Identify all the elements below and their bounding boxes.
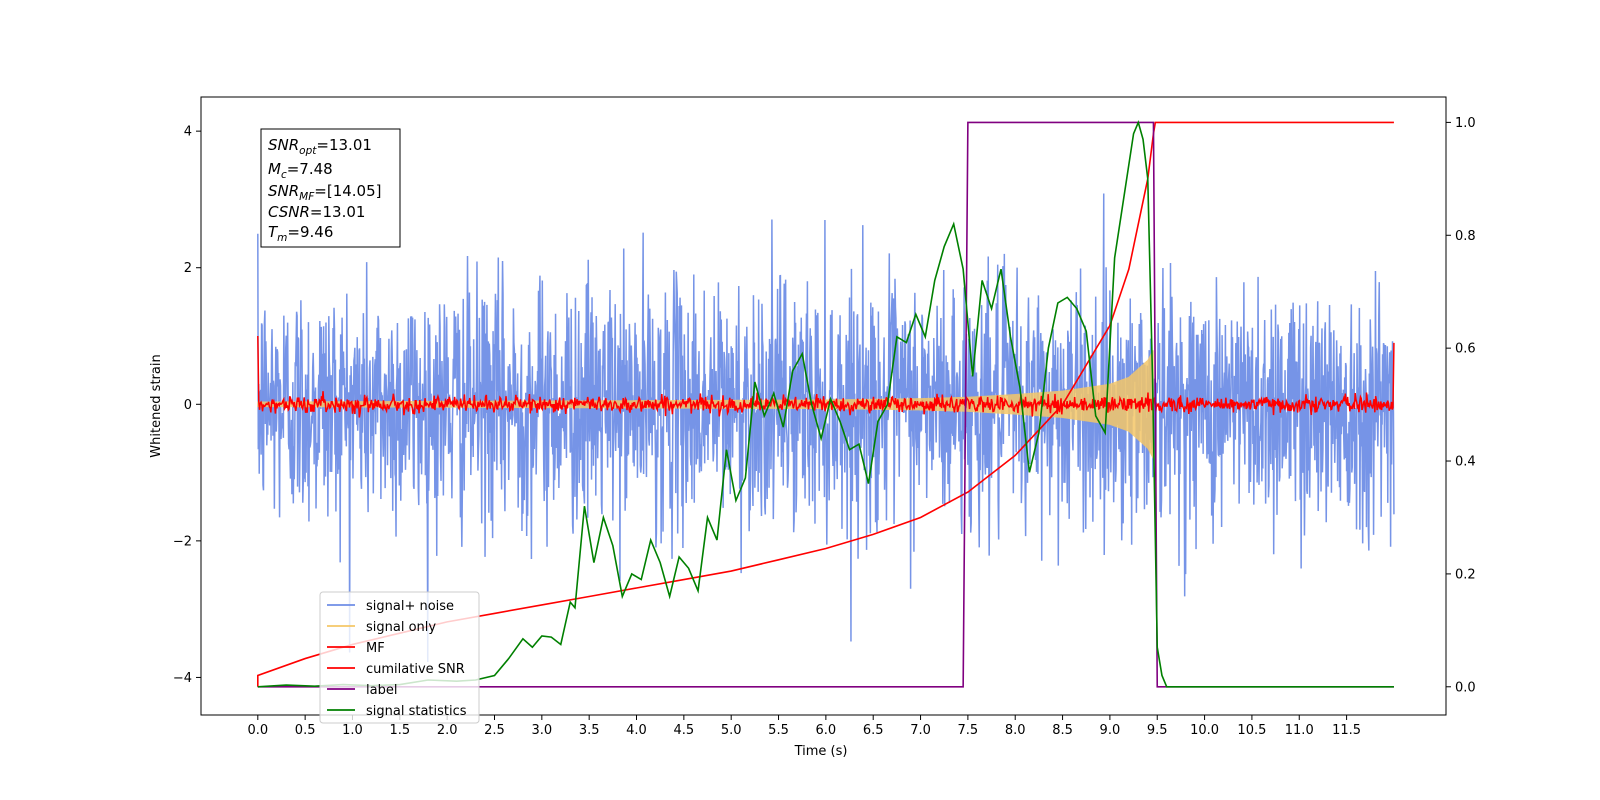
x-tick-label: 11.0 xyxy=(1285,723,1314,738)
legend-entry-label: label xyxy=(327,683,397,698)
annotation-mc: Mc=7.48 xyxy=(268,160,333,181)
x-tick-label: 4.0 xyxy=(626,723,647,738)
x-tick-label: 7.0 xyxy=(910,723,931,738)
x-tick-label: 11.5 xyxy=(1332,723,1361,738)
plot-frame xyxy=(200,96,1447,716)
x-tick-label: 3.0 xyxy=(531,723,552,738)
x-tick-label: 9.0 xyxy=(1100,723,1121,738)
legend: signal+ noise signal only MF cumilative … xyxy=(319,591,480,724)
x-tick-label: 0.5 xyxy=(295,723,316,738)
legend-entry-signal-noise: signal+ noise xyxy=(327,599,454,614)
x-tick-label: 1.0 xyxy=(342,723,363,738)
x-axis-label: Time (s) xyxy=(794,744,848,759)
y-right-tick-label: 0.2 xyxy=(1455,567,1476,582)
legend-entry-signal-only: signal only xyxy=(327,620,436,635)
x-tick-label: 4.5 xyxy=(674,723,695,738)
x-tick-label: 6.5 xyxy=(863,723,884,738)
csnr-value: =13.01 xyxy=(310,203,366,221)
tm-base: T xyxy=(268,223,279,241)
legend-label-mf: MF xyxy=(366,641,385,656)
snr-opt-value: =13.01 xyxy=(316,136,372,154)
annotation-csnr: CSNR=13.01 xyxy=(268,203,365,221)
x-tick-label: 2.5 xyxy=(484,723,505,738)
legend-label-cumulative-snr: cumilative SNR xyxy=(366,662,465,677)
annotation-frame xyxy=(260,128,401,248)
annotation-snr-opt: SNRopt=13.01 xyxy=(268,136,372,157)
series-mf xyxy=(257,335,1395,418)
legend-label-signal-only: signal only xyxy=(366,620,436,635)
annotation-snr-mf: SNRMF=[14.05] xyxy=(268,182,382,203)
y-left-tick-label: 2 xyxy=(184,261,192,276)
y-left-tick-label: 4 xyxy=(184,125,192,140)
x-tick-label: 0.0 xyxy=(247,723,268,738)
snr-mf-value: =[14.05] xyxy=(314,182,381,200)
snr-opt-base: SNR xyxy=(268,136,299,154)
x-tick-label: 2.0 xyxy=(437,723,458,738)
x-tick-label: 5.5 xyxy=(768,723,789,738)
y-right-tick-label: 0.4 xyxy=(1455,455,1476,470)
y-right-tick-label: 0.0 xyxy=(1455,680,1476,695)
tm-value: =9.46 xyxy=(287,223,333,241)
y-right-tick-label: 0.6 xyxy=(1455,342,1476,357)
x-tick-label: 10.5 xyxy=(1237,723,1266,738)
x-tick-label: 7.5 xyxy=(958,723,979,738)
x-tick-label: 5.0 xyxy=(721,723,742,738)
legend-entry-cumulative-snr: cumilative SNR xyxy=(327,662,465,677)
snr-mf-base: SNR xyxy=(268,182,299,200)
x-tick-label: 6.0 xyxy=(816,723,837,738)
x-tick-label: 1.5 xyxy=(389,723,410,738)
ticks-layer: 0.0 0.5 1.0 1.5 2.0 2.5 3.0 3.5 4.0 4.5 5.0 5.5 6.0 6… xyxy=(173,116,1476,738)
x-tick-label: 8.5 xyxy=(1052,723,1073,738)
legend-entry-mf: MF xyxy=(327,641,385,656)
legend-frame xyxy=(319,591,480,724)
mc-value: =7.48 xyxy=(287,160,333,178)
legend-label-signal-statistics: signal statistics xyxy=(366,704,467,719)
series-signal-noise xyxy=(257,193,1395,663)
x-tick-label: 10.0 xyxy=(1190,723,1219,738)
legend-label-label: label xyxy=(366,683,397,698)
y-left-tick-label: −2 xyxy=(173,534,192,549)
y-right-tick-label: 0.8 xyxy=(1455,229,1476,244)
x-tick-label: 3.5 xyxy=(579,723,600,738)
annotation-tm: Tm=9.46 xyxy=(268,223,333,244)
y-left-tick-label: −4 xyxy=(173,671,192,686)
tm-sub: m xyxy=(277,232,287,244)
y-axis-label: Whitened strain xyxy=(149,354,164,457)
series-signal-statistics xyxy=(257,119,1394,688)
annotation-box: SNRopt=13.01 Mc=7.48 SNRMF=[14.05] CSNR=… xyxy=(260,128,401,248)
y-right-tick-label: 1.0 xyxy=(1455,116,1476,131)
x-tick-label: 9.5 xyxy=(1147,723,1168,738)
mc-sub: c xyxy=(281,169,287,181)
snr-opt-sub: opt xyxy=(299,145,317,157)
snr-mf-sub: MF xyxy=(299,191,315,203)
csnr-base: CSNR xyxy=(268,203,310,221)
legend-label-signal-noise: signal+ noise xyxy=(366,599,454,614)
legend-entry-signal-statistics: signal statistics xyxy=(327,704,467,719)
mc-base: M xyxy=(268,160,281,178)
x-tick-label: 8.0 xyxy=(1005,723,1026,738)
y-left-tick-label: 0 xyxy=(184,398,192,413)
